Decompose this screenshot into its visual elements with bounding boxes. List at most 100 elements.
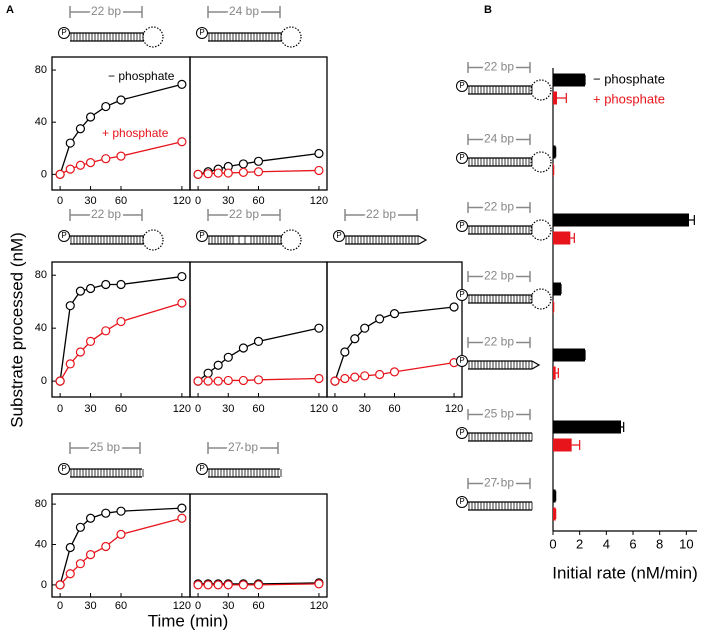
data-point — [238, 580, 248, 590]
data-point — [223, 168, 233, 178]
x-tick-label: 120 — [310, 600, 328, 612]
phosphate-p: P — [459, 428, 464, 437]
data-point — [177, 271, 187, 282]
data-point — [55, 169, 65, 179]
data-point — [340, 373, 350, 384]
error-bar — [570, 233, 575, 243]
data-point — [314, 148, 324, 159]
length-label: 22 bp — [484, 335, 514, 349]
x-tick-label: 30 — [359, 403, 371, 415]
data-point — [55, 376, 65, 386]
data-point — [101, 541, 111, 552]
phosphate-p: P — [459, 497, 464, 506]
phosphate-p: P — [199, 231, 204, 240]
data-point — [238, 167, 248, 177]
bar — [553, 73, 585, 87]
data-point — [75, 522, 86, 532]
data-point — [116, 529, 126, 539]
x-tick-label: 4 — [603, 536, 610, 551]
data-point — [238, 159, 248, 169]
data-point — [116, 316, 126, 327]
x-tick-label: 10 — [679, 536, 693, 551]
x-tick-label: 0 — [332, 403, 338, 415]
bar — [553, 231, 571, 245]
x-tick-label: 120 — [310, 195, 328, 207]
data-point — [350, 334, 360, 344]
data-point — [75, 559, 86, 569]
phosphate-p: P — [459, 221, 464, 230]
data-point — [101, 279, 111, 290]
x-axis-label: Initial rate (nM/min) — [552, 563, 697, 582]
data-point — [238, 375, 248, 386]
phosphate — [196, 230, 208, 242]
data-point — [314, 323, 324, 333]
bar — [553, 438, 572, 452]
x-axis-label: Time (min) — [148, 611, 229, 630]
data-point — [75, 160, 86, 170]
data-point — [55, 580, 65, 590]
bar — [553, 282, 561, 296]
data-point — [101, 154, 111, 164]
data-point — [116, 151, 126, 161]
data-point — [389, 309, 400, 319]
data-point — [253, 580, 264, 590]
x-tick-label: 120 — [173, 403, 191, 415]
data-point — [360, 371, 370, 381]
length-label: 22 bp — [229, 207, 259, 221]
bar — [553, 489, 556, 503]
data-point — [177, 513, 187, 523]
data-point — [85, 549, 96, 560]
error-bar — [557, 93, 567, 103]
length-label: 22 bp — [484, 269, 514, 283]
data-point — [65, 138, 75, 148]
phosphate-p: P — [61, 28, 66, 37]
data-point — [65, 569, 75, 579]
y-axis-label: Substrate processed (nM) — [7, 232, 26, 428]
fit-line — [197, 327, 320, 382]
data-point — [213, 360, 223, 370]
loop — [531, 360, 541, 370]
loop — [142, 26, 164, 48]
data-point — [223, 375, 233, 386]
length-label: 25 bp — [90, 440, 120, 454]
x-tick-label: 0 — [57, 600, 63, 612]
data-point — [389, 367, 400, 377]
fit-line — [59, 302, 183, 382]
data-point — [213, 580, 223, 590]
x-tick-label: 0 — [195, 600, 201, 612]
data-point — [85, 158, 96, 168]
data-point — [101, 101, 111, 112]
data-point — [75, 347, 86, 357]
phosphate — [196, 27, 208, 39]
phosphate-p: P — [336, 231, 341, 240]
data-point — [116, 279, 126, 290]
phosphate-p: P — [459, 153, 464, 162]
bar — [553, 507, 556, 521]
data-point — [65, 542, 75, 553]
x-tick-label: 0 — [195, 195, 201, 207]
bar — [553, 145, 556, 159]
data-point — [177, 298, 187, 308]
data-point — [350, 372, 360, 382]
length-label: 22 bp — [484, 200, 514, 214]
error-bar — [571, 440, 581, 450]
phosphate — [456, 80, 468, 92]
x-tick-label: 60 — [115, 600, 127, 612]
x-tick-label: 60 — [115, 403, 127, 415]
data-point — [193, 376, 203, 386]
data-point — [314, 165, 324, 176]
data-point — [193, 169, 203, 179]
data-point — [203, 169, 213, 179]
phosphate — [58, 463, 70, 475]
data-point — [65, 359, 75, 369]
phosphate — [456, 220, 468, 232]
data-point — [203, 376, 213, 386]
error-bar — [555, 368, 559, 378]
data-point — [330, 376, 340, 386]
length-label: 22 bp — [91, 207, 121, 221]
fit-line — [59, 507, 182, 586]
loop — [530, 79, 552, 101]
y-tick-label: 0 — [41, 168, 47, 180]
bar — [553, 348, 585, 362]
data-point — [223, 580, 233, 590]
